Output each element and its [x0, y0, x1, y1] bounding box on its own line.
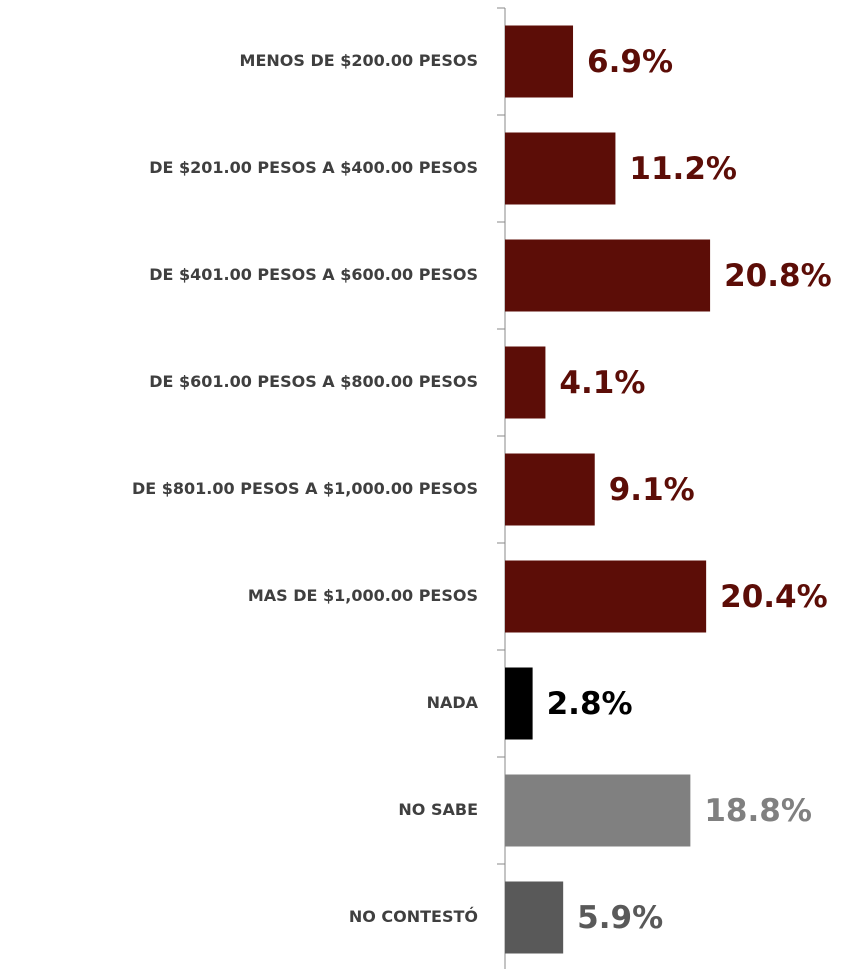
value-label: 2.8% — [547, 686, 633, 722]
value-label: 6.9% — [587, 44, 673, 80]
bar — [505, 881, 564, 954]
bar — [505, 132, 616, 205]
category-label: NO CONTESTÓ — [349, 907, 478, 926]
category-label: DE $601.00 PESOS A $800.00 PESOS — [149, 372, 478, 391]
bar — [505, 774, 691, 847]
value-label: 18.8% — [704, 793, 812, 829]
bar — [505, 346, 546, 419]
value-label: 4.1% — [559, 365, 645, 401]
category-label: MAS DE $1,000.00 PESOS — [248, 586, 478, 605]
value-label: 9.1% — [609, 472, 695, 508]
value-label: 11.2% — [629, 151, 737, 187]
category-label: NO SABE — [398, 800, 478, 819]
value-label: 5.9% — [577, 900, 663, 936]
category-label: DE $201.00 PESOS A $400.00 PESOS — [149, 158, 478, 177]
value-label: 20.4% — [720, 579, 828, 615]
category-label: NADA — [427, 693, 479, 712]
bar — [505, 453, 595, 526]
bar — [505, 667, 533, 740]
category-label: DE $801.00 PESOS A $1,000.00 PESOS — [132, 479, 478, 498]
category-label: MENOS DE $200.00 PESOS — [240, 51, 478, 70]
category-label: DE $401.00 PESOS A $600.00 PESOS — [149, 265, 478, 284]
bar — [505, 560, 707, 633]
bar — [505, 239, 711, 312]
bar — [505, 25, 574, 98]
value-label: 20.8% — [724, 258, 832, 294]
